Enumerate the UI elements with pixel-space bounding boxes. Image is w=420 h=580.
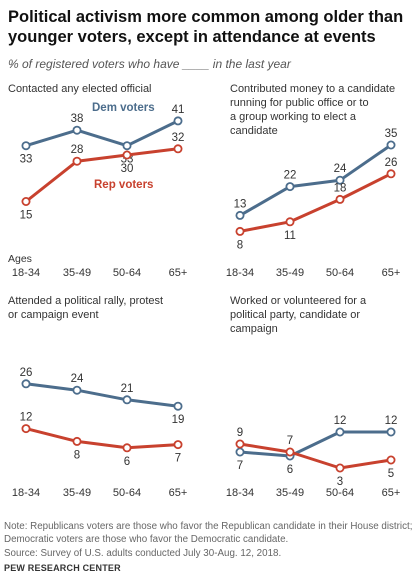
panel-4-rep-label-2: 7 xyxy=(287,435,293,447)
panel-3-rep-label-4: 7 xyxy=(175,453,181,465)
panel-3-dem-label-3: 21 xyxy=(121,383,134,395)
legend-rep-voters-label: Rep voters xyxy=(94,179,153,191)
panel-4-dem-line xyxy=(239,430,391,458)
panel-2-title: Contributed money to a candidate running … xyxy=(230,83,395,137)
panel-4-title: Worked or volunteered for a political par… xyxy=(230,295,367,335)
panel-4-rep-label-3: 3 xyxy=(337,476,343,488)
panel-1-rep-point-4 xyxy=(173,144,183,154)
panel-3-x-tick-1: 18-34 xyxy=(12,487,40,499)
panel-1-rep-point-2 xyxy=(72,156,82,166)
pew-brand-label: PEW RESEARCH CENTER xyxy=(4,563,121,573)
panel-3-dem-line xyxy=(25,382,179,408)
panel-4-rep-label-1: 9 xyxy=(237,427,243,439)
panel-2-rep-label-3: 18 xyxy=(334,182,347,194)
panel-1-x-axis-title: Ages xyxy=(8,253,32,265)
panel-3-dem-label-2: 24 xyxy=(71,373,84,385)
panel-3-rep-point-3 xyxy=(122,443,132,453)
chart-title: Political activism more common among old… xyxy=(8,8,404,46)
panel-3-rep-point-4 xyxy=(173,440,183,450)
panel-2-x-tick-1: 18-34 xyxy=(226,267,254,279)
panel-2-dem-label-1: 13 xyxy=(234,198,247,210)
panel-1-rep-label-3: 30 xyxy=(121,163,134,175)
panel-2-rep-point-1 xyxy=(235,226,245,236)
panel-1-rep-label-2: 28 xyxy=(71,144,84,156)
panel-2-dem-label-2: 22 xyxy=(284,170,297,182)
panel-3-rep-label-1: 12 xyxy=(20,412,33,424)
panel-4-rep-point-4 xyxy=(386,455,396,465)
panel-3-dem-point-1 xyxy=(21,379,31,389)
panel-4-rep-point-3 xyxy=(335,463,345,473)
panel-4-x-tick-3: 50-64 xyxy=(326,487,354,499)
panel-2-dem-point-2 xyxy=(285,182,295,192)
panel-4-dem-point-4 xyxy=(386,427,396,437)
panel-4-rep-label-4: 5 xyxy=(388,468,394,480)
panel-3-title: Attended a political rally, protest or ca… xyxy=(8,295,163,321)
panel-1-dem-label-4: 41 xyxy=(172,104,185,116)
panel-1-x-tick-2: 35-49 xyxy=(63,267,91,279)
chart-subtitle: % of registered voters who have ____ in … xyxy=(8,57,291,71)
panel-3-dem-point-2 xyxy=(72,385,82,395)
panel-2-dem-point-3 xyxy=(335,175,345,185)
panel-3-dem-point-3 xyxy=(122,395,132,405)
panel-1-x-tick-1: 18-34 xyxy=(12,267,40,279)
panel-3-dem-point-4 xyxy=(173,401,183,411)
panel-4-dem-point-1 xyxy=(235,447,245,457)
panel-2-dem-point-4 xyxy=(386,140,396,150)
panel-3-rep-label-3: 6 xyxy=(124,456,130,468)
panel-2-x-tick-4: 65+ xyxy=(382,267,401,279)
panel-4-dem-label-2: 6 xyxy=(287,464,293,476)
panel-1-rep-point-3 xyxy=(122,150,132,160)
panel-2-rep-label-4: 26 xyxy=(385,157,398,169)
chart-note: Note: Republicans voters are those who f… xyxy=(4,521,413,545)
panel-4-dem-label-4: 12 xyxy=(385,415,398,427)
panel-3-x-tick-2: 35-49 xyxy=(63,487,91,499)
panel-2-dem-line xyxy=(239,143,392,217)
panel-3-rep-point-2 xyxy=(72,436,82,446)
panel-1-dem-point-1 xyxy=(21,141,31,151)
panel-2-rep-line xyxy=(239,172,392,233)
panel-4-rep-point-1 xyxy=(235,439,245,449)
panel-4-x-tick-2: 35-49 xyxy=(276,487,304,499)
panel-1-rep-line xyxy=(25,147,179,203)
panel-3-dem-label-4: 19 xyxy=(172,414,185,426)
panel-2-dem-point-1 xyxy=(235,210,245,220)
panel-2-rep-point-3 xyxy=(335,194,345,204)
panel-1-rep-label-1: 15 xyxy=(20,210,33,222)
panel-1-x-tick-3: 50-64 xyxy=(113,267,141,279)
panel-4-dem-point-3 xyxy=(335,427,345,437)
panel-3-rep-point-1 xyxy=(21,424,31,434)
panel-1-rep-point-1 xyxy=(21,196,31,206)
panel-1-dem-line xyxy=(25,119,179,148)
panel-3-rep-line xyxy=(25,427,179,450)
panel-4-x-tick-4: 65+ xyxy=(382,487,401,499)
panel-4-rep-line xyxy=(239,442,392,470)
panel-1-dem-point-2 xyxy=(72,125,82,135)
panel-1-rep-label-4: 32 xyxy=(172,132,185,144)
panel-4-dem-label-3: 12 xyxy=(334,415,347,427)
panel-2-rep-point-4 xyxy=(386,169,396,179)
panel-1-title: Contacted any elected official xyxy=(8,83,152,95)
panel-4-dem-label-1: 7 xyxy=(237,460,243,472)
panel-3-x-tick-3: 50-64 xyxy=(113,487,141,499)
panel-1-dem-label-1: 33 xyxy=(20,154,33,166)
panel-4-x-tick-1: 18-34 xyxy=(226,487,254,499)
legend-dem-voters-label: Dem voters xyxy=(92,102,155,114)
panel-3-x-tick-4: 65+ xyxy=(169,487,188,499)
chart-source: Source: Survey of U.S. adults conducted … xyxy=(4,548,282,559)
panel-3-dem-label-1: 26 xyxy=(20,367,33,379)
panel-1-x-tick-4: 65+ xyxy=(169,267,188,279)
panel-1-dem-point-3 xyxy=(122,141,132,151)
panel-4-rep-point-2 xyxy=(285,447,295,457)
panel-2-rep-label-1: 8 xyxy=(237,239,243,251)
panel-2-x-tick-3: 50-64 xyxy=(326,267,354,279)
panel-2-rep-label-2: 11 xyxy=(284,230,296,242)
panel-3-rep-label-2: 8 xyxy=(74,449,80,461)
panel-2-x-tick-2: 35-49 xyxy=(276,267,304,279)
panel-2-rep-point-2 xyxy=(285,217,295,227)
panel-2-dem-label-3: 24 xyxy=(334,163,347,175)
panel-1-dem-point-4 xyxy=(173,116,183,126)
panel-1-dem-label-2: 38 xyxy=(71,113,84,125)
panel-2-dem-label-4: 35 xyxy=(385,128,398,140)
